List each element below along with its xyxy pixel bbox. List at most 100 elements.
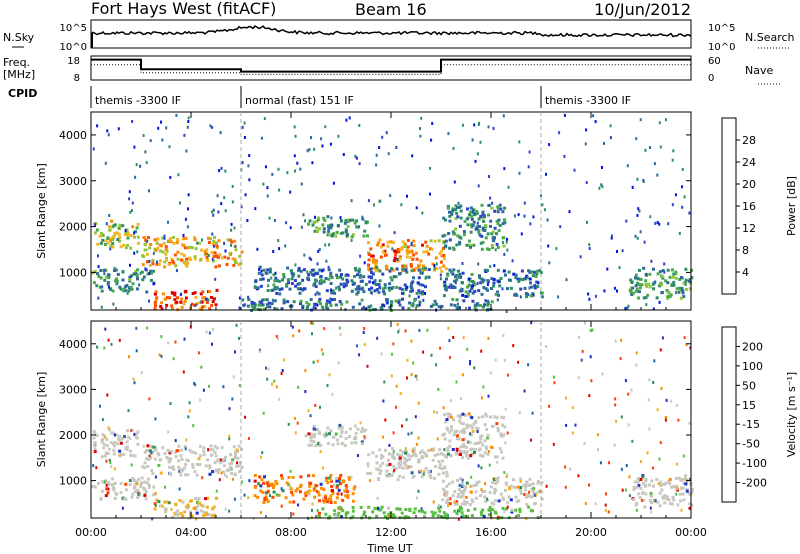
speckle-cell	[507, 185, 510, 189]
speckle-cell	[285, 221, 288, 225]
data-cell	[348, 435, 351, 438]
data-cell	[408, 301, 412, 305]
data-cell	[504, 488, 507, 492]
data-cell	[169, 449, 173, 453]
speckle-cell	[421, 211, 424, 215]
data-cell	[307, 492, 311, 496]
data-cell	[486, 269, 489, 272]
data-cell	[325, 289, 329, 293]
data-cell	[208, 290, 212, 293]
data-cell	[682, 281, 686, 285]
data-cell	[431, 262, 435, 266]
data-cell	[516, 277, 520, 281]
speckle-cell	[645, 303, 648, 307]
data-cell	[443, 489, 447, 493]
data-cell	[325, 302, 328, 306]
data-cell	[267, 278, 270, 282]
data-cell	[456, 215, 460, 219]
speckle-cell	[225, 475, 228, 479]
data-cell	[665, 497, 668, 501]
data-cell	[467, 412, 471, 416]
speckle-cell	[135, 326, 138, 330]
speckle-cell	[422, 350, 425, 354]
data-cell	[322, 227, 326, 231]
speckle-cell	[163, 236, 166, 240]
data-cell	[390, 473, 394, 477]
data-cell	[412, 474, 416, 478]
data-cell	[136, 268, 140, 272]
data-cell	[674, 276, 678, 280]
data-cell	[351, 509, 355, 513]
data-cell	[412, 511, 416, 515]
data-cell	[474, 419, 477, 423]
speckle-cell	[558, 131, 561, 135]
speckle-cell	[172, 357, 175, 361]
speckle-cell	[104, 436, 107, 439]
speckle-cell	[378, 285, 381, 289]
speckle-cell	[653, 162, 656, 166]
speckle-cell	[300, 182, 303, 186]
data-cell	[534, 275, 538, 278]
speckle-cell	[512, 344, 515, 348]
data-cell	[180, 305, 184, 309]
data-cell	[482, 278, 486, 282]
speckle-cell	[621, 488, 624, 492]
data-cell	[238, 254, 242, 258]
data-cell	[418, 263, 422, 267]
data-cell	[122, 453, 126, 456]
data-cell	[101, 438, 104, 442]
data-cell	[104, 239, 108, 243]
data-cell	[434, 465, 438, 468]
data-cell	[131, 492, 135, 496]
data-cell	[474, 490, 478, 494]
data-cell	[462, 299, 466, 303]
data-cell	[403, 242, 407, 246]
speckle-cell	[107, 133, 110, 137]
data-cell	[111, 477, 115, 481]
data-cell	[486, 434, 490, 438]
speckle-cell	[579, 255, 582, 259]
speckle-cell	[193, 382, 196, 385]
speckle-cell	[410, 373, 413, 377]
data-cell	[106, 281, 110, 284]
data-cell	[217, 467, 221, 471]
speckle-cell	[97, 296, 100, 300]
data-cell	[381, 250, 385, 254]
data-cell	[157, 464, 161, 467]
data-cell	[367, 241, 370, 245]
speckle-cell	[306, 270, 309, 274]
data-cell	[110, 483, 114, 487]
data-cell	[163, 452, 167, 456]
data-cell	[462, 443, 465, 446]
data-cell	[147, 484, 151, 488]
data-cell	[269, 483, 273, 487]
data-cell	[104, 494, 108, 498]
data-cell	[111, 242, 115, 245]
data-cell	[409, 263, 413, 266]
data-cell	[329, 282, 333, 285]
colorbar-tick-label: 15	[742, 399, 756, 412]
speckle-cell	[186, 125, 189, 129]
data-cell	[367, 266, 371, 270]
data-cell	[492, 502, 496, 506]
data-cell	[460, 281, 464, 284]
data-cell	[176, 513, 180, 517]
speckle-cell	[209, 124, 212, 128]
data-cell	[406, 239, 410, 242]
data-cell	[670, 502, 674, 506]
speckle-cell	[377, 507, 379, 511]
data-cell	[530, 285, 534, 289]
data-cell	[340, 442, 344, 446]
data-cell	[129, 453, 133, 457]
speckle-cell	[211, 125, 214, 129]
speckle-cell	[390, 374, 393, 378]
data-cell	[329, 473, 333, 477]
data-cell	[157, 263, 161, 266]
data-cell	[455, 273, 459, 277]
speckle-cell	[649, 215, 652, 219]
data-cell	[201, 305, 205, 309]
speckle-cell	[383, 380, 386, 384]
data-cell	[208, 307, 212, 311]
speckle-cell	[477, 184, 480, 188]
speckle-cell	[565, 278, 568, 282]
